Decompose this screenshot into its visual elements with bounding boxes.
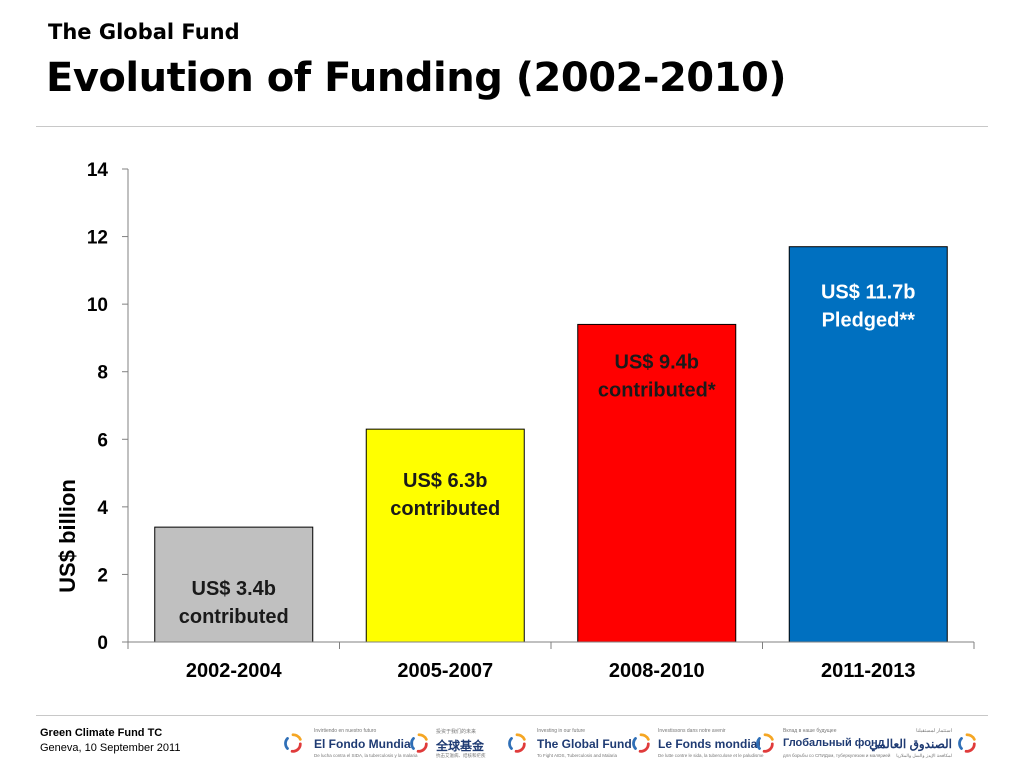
logo-el-fondo-mundial: Invirtiendo en nuestro futuro El Fondo M… (282, 724, 418, 764)
y-tick-label: 8 (97, 363, 108, 384)
bar-data-label: US$ 3.4b (192, 578, 276, 600)
y-tick-label: 2 (97, 565, 108, 586)
footer-title: Green Climate Fund TC (40, 727, 163, 739)
bar (365, 428, 525, 643)
footer-subtitle: Geneva, 10 September 2011 (40, 742, 181, 754)
y-tick-label: 12 (87, 228, 108, 249)
y-tick-label: 4 (97, 498, 108, 519)
logo-name: 全球基金 (436, 739, 485, 753)
logo-arabic: استثمار لمستقبلنا الصندوق العالمي لمكافح… (869, 724, 980, 764)
bar (154, 526, 314, 643)
footer-divider (36, 715, 988, 716)
title-divider (36, 126, 988, 127)
logo-subline: 抗击艾滋病、结核和疟疾 (436, 753, 486, 758)
bar-data-label: US$ 11.7b (821, 282, 916, 304)
global-fund-swirl-icon (756, 733, 774, 753)
y-axis-label: US$ billion (55, 479, 80, 593)
y-axis: 0 2 4 6 8 10 12 14 (87, 160, 129, 654)
y-tick-label: 6 (97, 430, 108, 451)
logo-tagline: 投资于我们的未来 (436, 729, 477, 735)
global-fund-swirl-icon (410, 733, 428, 753)
logo-tagline: Investissons dans notre avenir (658, 728, 726, 734)
global-fund-swirl-icon (632, 733, 650, 753)
x-category-label: 2005-2007 (397, 660, 493, 682)
logo-name: الصندوق العالمي (869, 737, 952, 751)
logo-name: The Global Fund (537, 737, 632, 751)
partner-logo-strip: Invirtiendo en nuestro futuro El Fondo M… (282, 724, 982, 764)
global-fund-swirl-icon (508, 733, 526, 753)
logo-the-global-fund: Investing in our future The Global Fund … (506, 724, 632, 764)
bar-data-label: contributed* (598, 379, 716, 401)
bar-data-label: contributed (179, 606, 289, 628)
bar-data-label: US$ 6.3b (403, 470, 487, 492)
bar (788, 246, 948, 643)
bar-data-label: Pledged** (822, 310, 916, 332)
bars: US$ 3.4b contributed US$ 6.3b contributed US… (154, 246, 948, 643)
x-axis: 2002-2004 2005-2007 2008-2010 2011-2013 (127, 641, 975, 682)
logo-russian: Вклад в наше будущее Глобальный фонд для… (754, 724, 890, 764)
logo-name: Le Fonds mondial (658, 737, 761, 751)
y-tick-label: 10 (87, 295, 108, 316)
x-category-label: 2011-2013 (821, 660, 916, 682)
logo-tagline: Invirtiendo en nuestro futuro (314, 728, 377, 734)
logo-tagline: Investing in our future (537, 728, 586, 734)
x-category-label: 2008-2010 (609, 660, 705, 682)
slide-title: Evolution of Funding (2002-2010) (46, 55, 787, 101)
bar-data-label: contributed (390, 498, 500, 520)
logo-name: El Fondo Mundial (314, 737, 414, 751)
logo-subline: To Fight AIDS, Tuberculosis and Malaria (537, 753, 618, 758)
logo-chinese: 投资于我们的未来 全球基金 抗击艾滋病、结核和疟疾 (408, 724, 503, 764)
global-fund-swirl-icon (958, 733, 976, 753)
logo-subline: لمكافحة الإيدز والسل والملاريا (896, 753, 952, 758)
logo-subline: для борьбы со СПИДом, туберкулезом и мал… (783, 753, 891, 758)
logo-subline: De lucha contra el SIDA, la tuberculosis… (314, 753, 418, 758)
y-tick-label: 0 (97, 633, 108, 654)
bar (577, 323, 737, 643)
x-category-label: 2002-2004 (186, 660, 283, 682)
logo-tagline: Вклад в наше будущее (783, 728, 837, 734)
logo-subline: De lutte contre le sida, la tuberculose … (658, 753, 764, 758)
logo-tagline: استثمار لمستقبلنا (916, 728, 952, 734)
bar-data-label: US$ 9.4b (615, 351, 699, 373)
y-tick-label: 14 (87, 160, 109, 181)
global-fund-swirl-icon (284, 733, 302, 753)
logo-le-fonds-mondial: Investissons dans notre avenir Le Fonds … (630, 724, 764, 764)
funding-bar-chart: 0 2 4 6 8 10 12 14 US$ 3.4b contributed US$ 6.3b c… (55, 160, 975, 682)
logo-name: Глобальный фонд (783, 737, 885, 749)
slide-supertitle: The Global Fund (48, 20, 240, 44)
